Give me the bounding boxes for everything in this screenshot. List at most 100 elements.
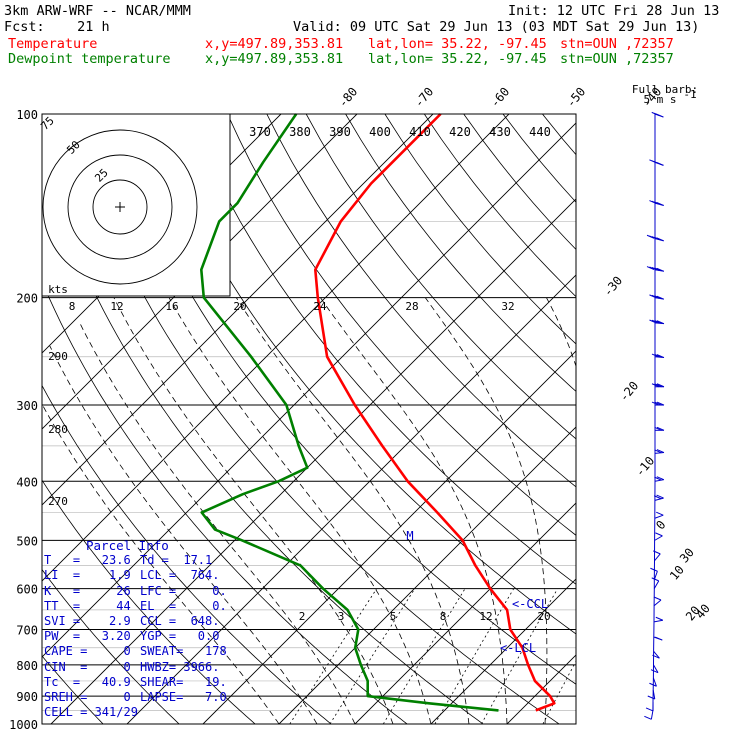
wind-barb-flag xyxy=(656,511,664,516)
dry-adiabat-line xyxy=(582,114,740,737)
wind-barb xyxy=(653,571,658,580)
wind-barbs xyxy=(644,111,665,720)
mixing-ratio-line xyxy=(289,588,378,724)
wind-barb-flag xyxy=(651,353,660,358)
wind-barb-flag xyxy=(649,294,657,299)
parcel-info-row: SREH = 0 LAPSE= 7.0 xyxy=(44,690,234,705)
parcel-info-row: LI = 1.9 LCL = 764. xyxy=(44,568,234,583)
parcel-info-title: Parcel Info xyxy=(86,538,169,553)
valid-time: Valid: 09 UTC Sat 29 Jun 13 (03 MDT Sat … xyxy=(293,19,700,35)
dry-adiabat-line xyxy=(109,114,576,685)
wind-barb-flag xyxy=(654,476,662,481)
theta-label: 410 xyxy=(409,125,431,139)
dewpoint-trace xyxy=(200,113,499,712)
wind-barb-flag xyxy=(656,354,665,358)
moist-adiabat-line xyxy=(235,297,470,724)
wind-barb xyxy=(652,677,657,687)
parcel-info-right: LAPSE= 7.0 xyxy=(140,690,227,705)
isotherm-grid xyxy=(42,114,740,724)
wind-barb-flag xyxy=(654,353,662,358)
isotherm-label: -20 xyxy=(617,379,642,405)
model-title: 3km ARW-WRF -- NCAR/MMM xyxy=(4,3,191,19)
pressure-label: 800 xyxy=(16,659,38,673)
dry-adiabat-line xyxy=(0,114,39,737)
parcel-info-left: K = 26 xyxy=(44,583,131,598)
isotherm-line xyxy=(202,350,576,724)
parcel-info-right: SHEAR= 19. xyxy=(140,674,227,689)
wind-barb-flag xyxy=(651,577,659,582)
wind-barb-flag xyxy=(656,401,665,406)
wind-barb xyxy=(654,535,663,541)
parcel-info-row: SVI = 2.9 CCL = 648. xyxy=(44,614,234,629)
temperature-xy: x,y=497.89,353.81 xyxy=(205,36,344,52)
isotherm-line xyxy=(735,114,740,724)
moist-adiabat-line xyxy=(546,297,576,368)
isotherm-label: -50 xyxy=(564,85,589,111)
parcel-info-left: SVI = 2.9 xyxy=(44,614,131,629)
hodo-speed-label: 8 xyxy=(69,300,76,313)
isotherm-line xyxy=(430,578,576,724)
parcel-info-right: CCL = 648. xyxy=(140,614,220,629)
wind-barb-flag xyxy=(656,295,665,300)
moist-adiabat-line xyxy=(42,403,280,724)
barb-legend-speed: 5 m s xyxy=(643,93,676,106)
theta-label: 280 xyxy=(48,423,68,436)
mixing-ratio-label: 3 xyxy=(338,610,345,623)
wind-barb xyxy=(650,710,654,720)
parcel-info-right: Td = 17.1 xyxy=(140,553,213,568)
plot-frame xyxy=(41,113,577,725)
mixing-ratio-label: 5 xyxy=(390,610,397,623)
isotherm-line xyxy=(126,274,576,724)
isotherm-label: 10 xyxy=(667,563,687,583)
wind-barb-flag xyxy=(651,111,659,116)
wind-barb-flag xyxy=(645,707,654,712)
wind-barb xyxy=(653,650,660,659)
dry-adiabat-line xyxy=(42,479,256,724)
parcel-info-left: PW = 3.20 xyxy=(44,629,131,644)
pressure-label: 600 xyxy=(16,583,38,597)
theta-label: 380 xyxy=(289,125,311,139)
hodograph-ring xyxy=(92,179,148,235)
dry-adiabat-line xyxy=(42,655,104,724)
wind-barb-flag xyxy=(646,266,655,271)
wind-barb-flag xyxy=(654,401,662,406)
wind-barb-flag xyxy=(655,636,663,641)
init-time: Init: 12 UTC Fri 28 Jun 13 xyxy=(508,3,720,19)
hodograph-ring xyxy=(42,129,198,285)
parcel-info-right: LFC = 0. xyxy=(140,583,227,598)
temperature-legend: Temperature xyxy=(8,36,98,52)
ccl-marker: <-CCL xyxy=(512,597,548,611)
dry-adiabat-line xyxy=(700,114,740,737)
wind-barb-flag xyxy=(654,267,662,272)
mixing-ratio-label: 8 xyxy=(440,610,447,623)
pressure-label: 1000 xyxy=(9,718,38,732)
wind-barb-flag xyxy=(649,159,657,164)
dewpoint-latlon: lat,lon= 35.22, -97.45 xyxy=(368,51,547,67)
parcel-info-left: CAPE = 0 xyxy=(44,644,131,659)
dry-adiabat-line xyxy=(423,114,576,298)
moist-adiabat-line xyxy=(424,297,548,724)
parcel-info-right: YGP = 0.0 xyxy=(140,629,220,644)
moist-adiabat-line xyxy=(659,298,740,724)
wind-barb-flag xyxy=(655,616,664,621)
isotherm-label: -30 xyxy=(601,274,626,300)
wind-barb-flag xyxy=(656,476,665,481)
theta-label: 290 xyxy=(48,350,68,363)
isotherm-label: -60 xyxy=(488,85,513,111)
wind-barb-flag xyxy=(650,669,659,674)
parcel-info-right: HWBZ= 3966. xyxy=(140,659,220,674)
moist-adiabat-line xyxy=(113,297,394,724)
mixing-ratio-line xyxy=(329,588,416,724)
isotherm-line xyxy=(42,114,434,506)
dry-adiabat-line xyxy=(305,114,576,440)
parcel-info-left: T = 23.6 xyxy=(44,553,131,568)
pressure-label: 700 xyxy=(16,624,38,638)
wind-barb-flag xyxy=(651,319,660,324)
parcel-info-row: T = 23.6 Td = 17.1 xyxy=(44,553,234,568)
dry-adiabat-line xyxy=(42,384,332,724)
temperature-latlon: lat,lon= 35.22, -97.45 xyxy=(368,36,547,52)
sounding-traces xyxy=(200,113,556,712)
theta-label: 390 xyxy=(329,125,351,139)
pressure-label: 200 xyxy=(16,292,38,306)
